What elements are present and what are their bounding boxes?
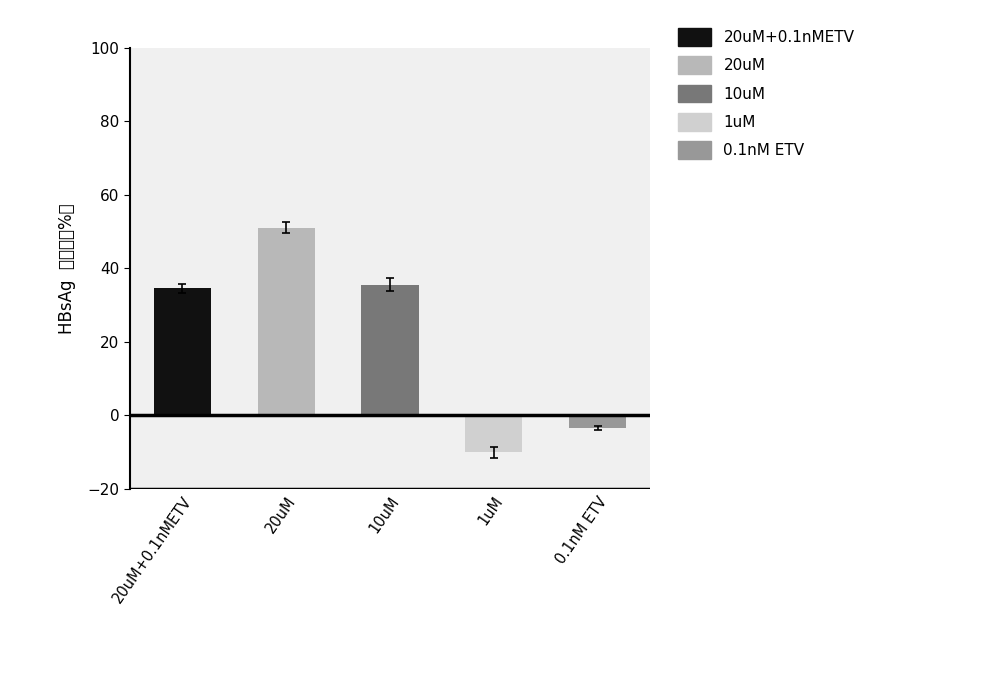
Legend: 20uM+0.1nMETV, 20uM, 10uM, 1uM, 0.1nM ETV: 20uM+0.1nMETV, 20uM, 10uM, 1uM, 0.1nM ET… <box>678 28 854 159</box>
Bar <box>361 285 419 416</box>
Bar <box>154 289 211 416</box>
Y-axis label: HBsAg  抑制率（%）: HBsAg 抑制率（%） <box>58 203 76 333</box>
Bar <box>258 227 315 416</box>
Bar <box>465 416 522 452</box>
Bar <box>569 416 626 428</box>
